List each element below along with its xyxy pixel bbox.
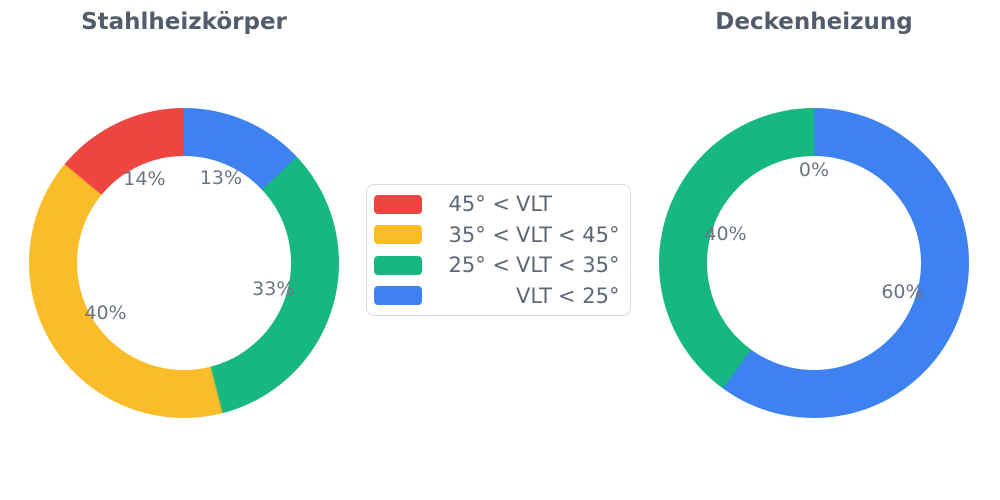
legend-label-vlt: VLT	[516, 192, 553, 216]
chart-title-left: Stahlheizkörper	[81, 9, 287, 35]
chart-title-right: Deckenheizung	[715, 9, 913, 35]
legend-label-suffix: < 25°	[558, 283, 620, 308]
legend-swatch	[374, 225, 422, 245]
slice-percent-label: 14%	[123, 167, 166, 190]
legend-label-prefix: 35° <	[448, 222, 511, 247]
legend-swatch	[374, 255, 422, 275]
legend-label-vlt: VLT	[516, 253, 553, 278]
slice-percent-label: 60%	[881, 280, 924, 303]
legend-label-suffix: < 45°	[558, 222, 620, 247]
legend-swatch	[374, 194, 422, 214]
donut-hole	[77, 156, 291, 370]
slice-percent-label: 40%	[84, 301, 127, 324]
slice-percent-label: 13%	[199, 166, 243, 189]
slice-percent-label: 33%	[252, 277, 295, 300]
legend-label-suffix: < 35°	[558, 253, 620, 278]
legend-label-prefix: 45° <	[448, 192, 511, 216]
donut-chart-left: 14% 40% 33% 13%	[29, 108, 339, 418]
slice-percent-label: 40%	[704, 223, 747, 246]
legend-item: VLT < 25°	[374, 281, 622, 311]
donut-chart-right: 0% 40% 60%	[659, 108, 969, 418]
legend-label-vlt: VLT	[516, 283, 553, 308]
donut-hole	[707, 156, 921, 370]
legend-item: 45° < VLT	[374, 189, 622, 219]
legend-box: 45° < VLT 35° < VLT < 45° 25° < VLT < 35…	[366, 184, 631, 316]
legend-swatch	[374, 286, 422, 306]
legend-item: 25° < VLT < 35°	[374, 250, 622, 280]
slice-percent-label: 0%	[798, 159, 830, 181]
legend-label-prefix: 25° <	[448, 253, 511, 278]
legend-item: 35° < VLT < 45°	[374, 220, 622, 250]
legend-label-vlt: VLT	[516, 222, 553, 247]
